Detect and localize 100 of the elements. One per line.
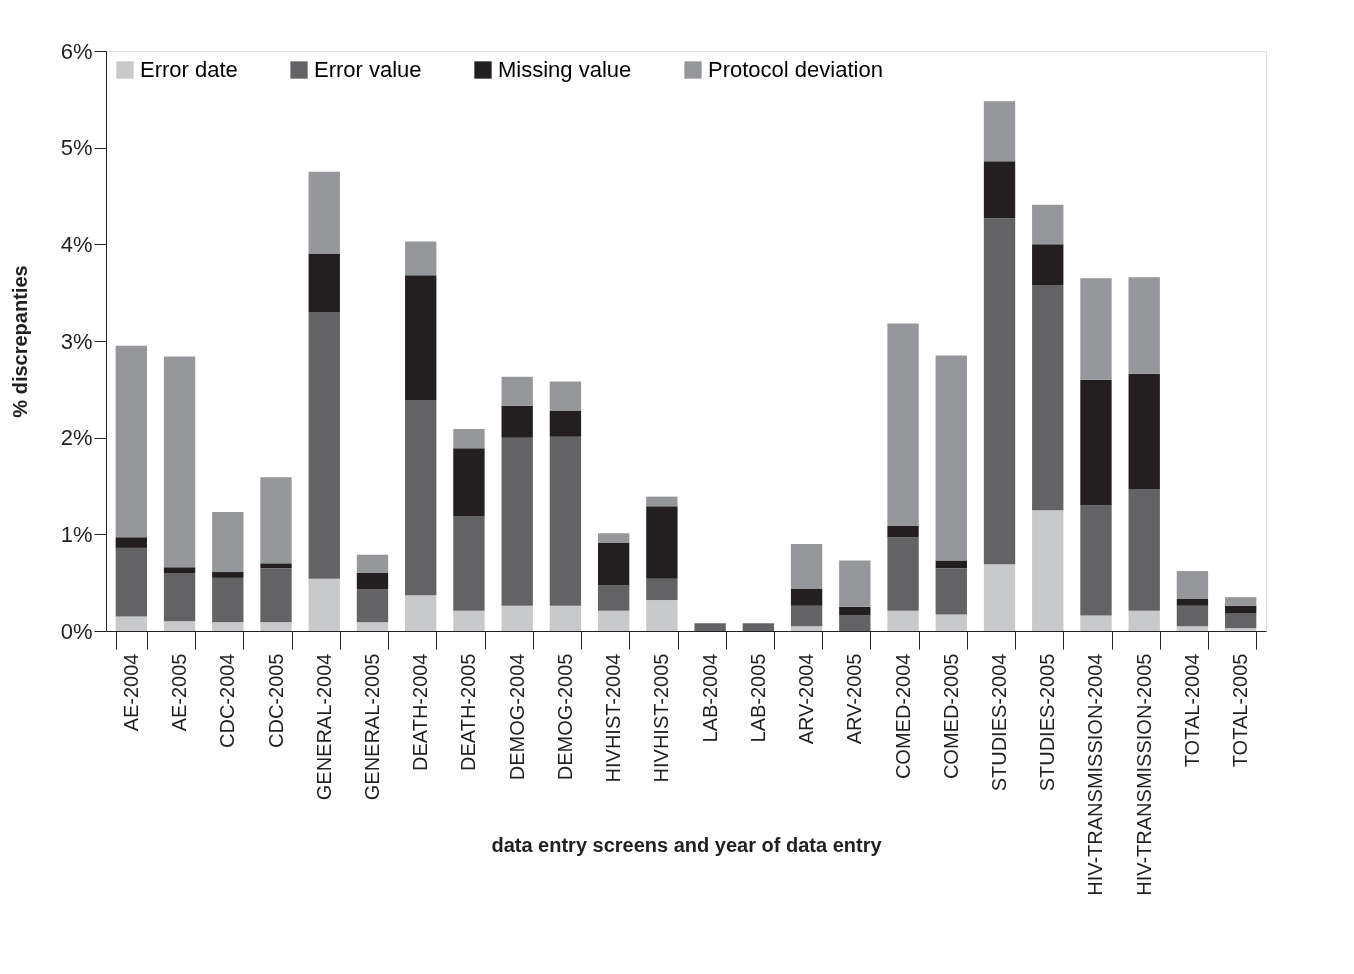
bar: [790, 544, 823, 589]
bar: [212, 572, 244, 578]
x-tick-label: TOTAL-2004: [1180, 653, 1203, 768]
bar: [887, 537, 919, 611]
bar: [790, 626, 823, 631]
bar: [646, 496, 678, 507]
bar: [839, 615, 871, 631]
bar: [646, 600, 678, 631]
y-tick-label: 3%: [60, 328, 93, 354]
bar: [212, 512, 244, 573]
bar: [1225, 605, 1257, 614]
legend-label: Error date: [140, 57, 238, 82]
x-tick-label: DEATH-2005: [457, 653, 480, 771]
x-tick-label: LAB-2005: [746, 653, 769, 743]
bar: [501, 405, 533, 438]
bar: [115, 616, 147, 631]
bar: [1176, 571, 1209, 600]
bar: [1225, 597, 1257, 606]
bar: [405, 275, 437, 400]
bar: [1032, 204, 1064, 245]
bar: [935, 560, 967, 569]
x-tick-label: LAB-2004: [698, 653, 721, 743]
x-tick-label: DEATH-2004: [409, 653, 432, 771]
bar: [501, 437, 533, 606]
legend-label: Error value: [314, 57, 422, 82]
x-tick-label: GENERAL-2005: [360, 653, 383, 801]
x-tick-label: HIV-TRANSMISSION-2005: [1132, 653, 1155, 896]
bar: [646, 578, 678, 601]
bar: [1176, 605, 1209, 627]
y-tick-label: 6%: [60, 38, 93, 64]
bar: [646, 506, 678, 579]
bar: [742, 623, 775, 631]
bar: [212, 577, 244, 623]
bar: [501, 605, 533, 631]
bar: [887, 525, 919, 538]
x-tick-label: HIV-TRANSMISSION-2004: [1084, 653, 1107, 896]
bar: [212, 622, 244, 631]
bar: [983, 218, 1016, 565]
bar: [597, 533, 630, 544]
y-tick-label: 4%: [60, 231, 93, 257]
bar: [163, 621, 196, 631]
x-tick-label: STUDIES-2005: [1036, 653, 1059, 792]
bar: [935, 568, 967, 615]
bar: [549, 381, 582, 411]
bar: [1032, 284, 1064, 511]
bar: [1080, 505, 1112, 616]
bar: [1176, 599, 1209, 606]
bar: [1176, 626, 1209, 631]
x-tick-label: DEMOG-2005: [553, 653, 576, 781]
legend-label: Protocol deviation: [708, 57, 883, 82]
bar: [356, 573, 389, 590]
x-tick-label: GENERAL-2004: [312, 653, 335, 801]
bar: [1128, 277, 1160, 374]
x-tick-label: COMED-2005: [939, 653, 962, 780]
bar: [983, 161, 1016, 219]
x-tick-label: ARV-2005: [843, 653, 866, 745]
bar: [260, 563, 292, 569]
bar: [839, 606, 871, 616]
bar: [356, 589, 389, 623]
x-tick-label: COMED-2004: [891, 653, 914, 780]
bar: [453, 448, 485, 516]
bar: [887, 323, 919, 526]
bar: [260, 477, 292, 564]
y-tick-label: 0%: [60, 618, 93, 644]
bar: [597, 610, 630, 631]
bar: [453, 515, 485, 611]
bar: [1080, 379, 1112, 506]
bar: [1225, 613, 1257, 629]
bar: [356, 622, 389, 631]
x-tick-label: TOTAL-2005: [1229, 653, 1252, 768]
bar: [356, 554, 389, 573]
bar: [1080, 615, 1112, 631]
bar: [308, 171, 340, 254]
bar: [790, 588, 823, 606]
x-tick-label: HIVHIST-2004: [602, 653, 625, 783]
bar: [260, 568, 292, 623]
bar: [308, 254, 340, 312]
bar: [694, 623, 726, 631]
bar: [549, 410, 582, 437]
bar: [163, 567, 196, 573]
bar: [597, 543, 630, 586]
x-tick-label: ARV-2004: [795, 653, 818, 745]
bar: [1032, 510, 1064, 631]
bar: [1128, 488, 1160, 611]
bar: [1225, 628, 1257, 631]
bar: [1128, 610, 1160, 631]
x-tick-label: CDC-2004: [216, 653, 239, 748]
y-tick-label: 1%: [60, 521, 93, 547]
bar: [597, 585, 630, 611]
bar: [1128, 373, 1160, 489]
bar: [935, 614, 967, 631]
x-tick-label: HIVHIST-2005: [650, 653, 673, 783]
x-tick-label: AE-2005: [168, 653, 191, 732]
bar: [501, 376, 533, 406]
legend-label: Missing value: [498, 57, 632, 82]
x-tick-label: DEMOG-2004: [505, 653, 528, 781]
bar: [887, 610, 919, 631]
bar: [163, 356, 196, 568]
y-tick-label: 5%: [60, 135, 93, 161]
bar: [549, 436, 582, 606]
